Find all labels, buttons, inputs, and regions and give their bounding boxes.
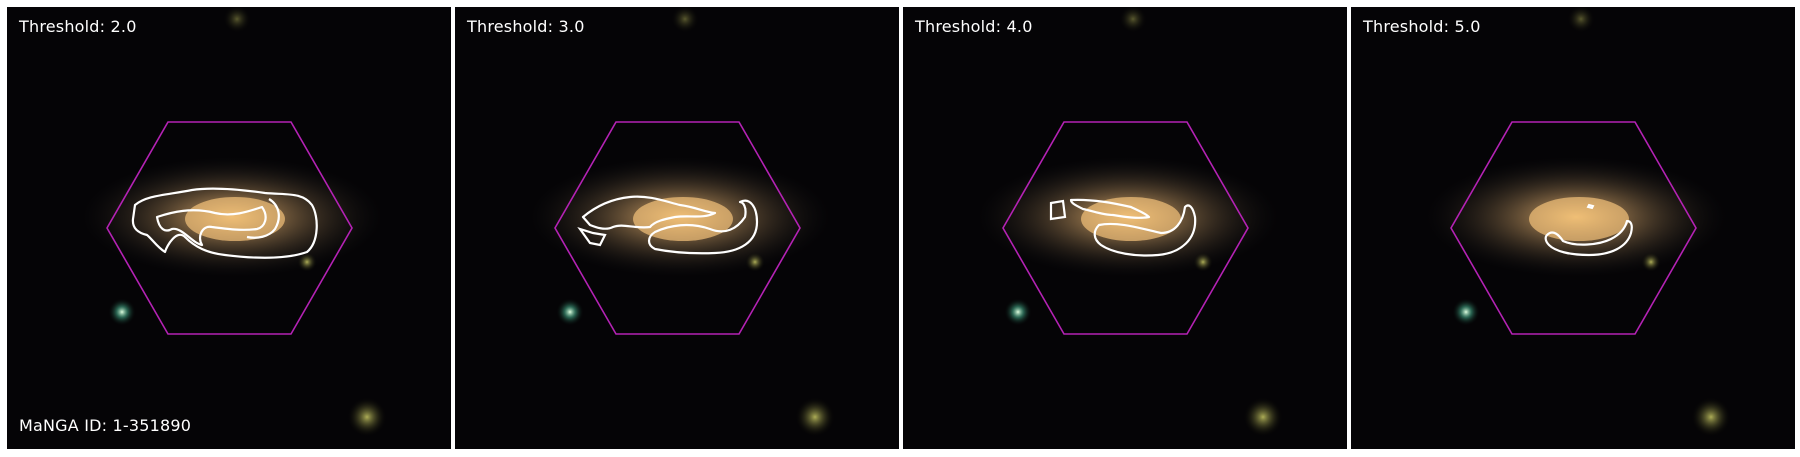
contour-inner [155,205,267,247]
threshold-label: Threshold: 4.0 [915,17,1033,36]
overlay [1450,121,1697,335]
panel-threshold-2: Threshold: 2.0 MaNGA ID: 1-351890 [7,7,451,449]
overlay [1002,121,1249,335]
threshold-label: Threshold: 5.0 [1363,17,1481,36]
contour-left-blob [1049,199,1067,221]
threshold-label: Threshold: 2.0 [19,17,137,36]
ifu-hexagon [1002,121,1249,335]
panel-threshold-5: Threshold: 5.0 [1351,7,1795,449]
ifu-hexagon [554,121,801,335]
panel-threshold-3: Threshold: 3.0 [455,7,899,449]
contour-upper [1069,198,1151,219]
contour-lower [647,199,759,255]
threshold-label: Threshold: 3.0 [467,17,585,36]
contour-outline [131,187,318,259]
ifu-hexagon [106,121,353,335]
overlay [554,121,801,335]
contour-arm [246,198,280,239]
galaxy-image [1426,7,1731,437]
contour-arc [1544,219,1633,257]
overlay [106,121,353,335]
contour-small [1586,203,1595,210]
panel-threshold-4: Threshold: 4.0 [903,7,1347,449]
contour-outline [581,195,717,230]
manga-id-label: MaNGA ID: 1-351890 [19,416,192,435]
contour-left-piece [577,226,607,247]
galaxy-image [82,7,387,437]
ifu-hexagon [1450,121,1697,335]
contour-lower [1093,204,1197,257]
